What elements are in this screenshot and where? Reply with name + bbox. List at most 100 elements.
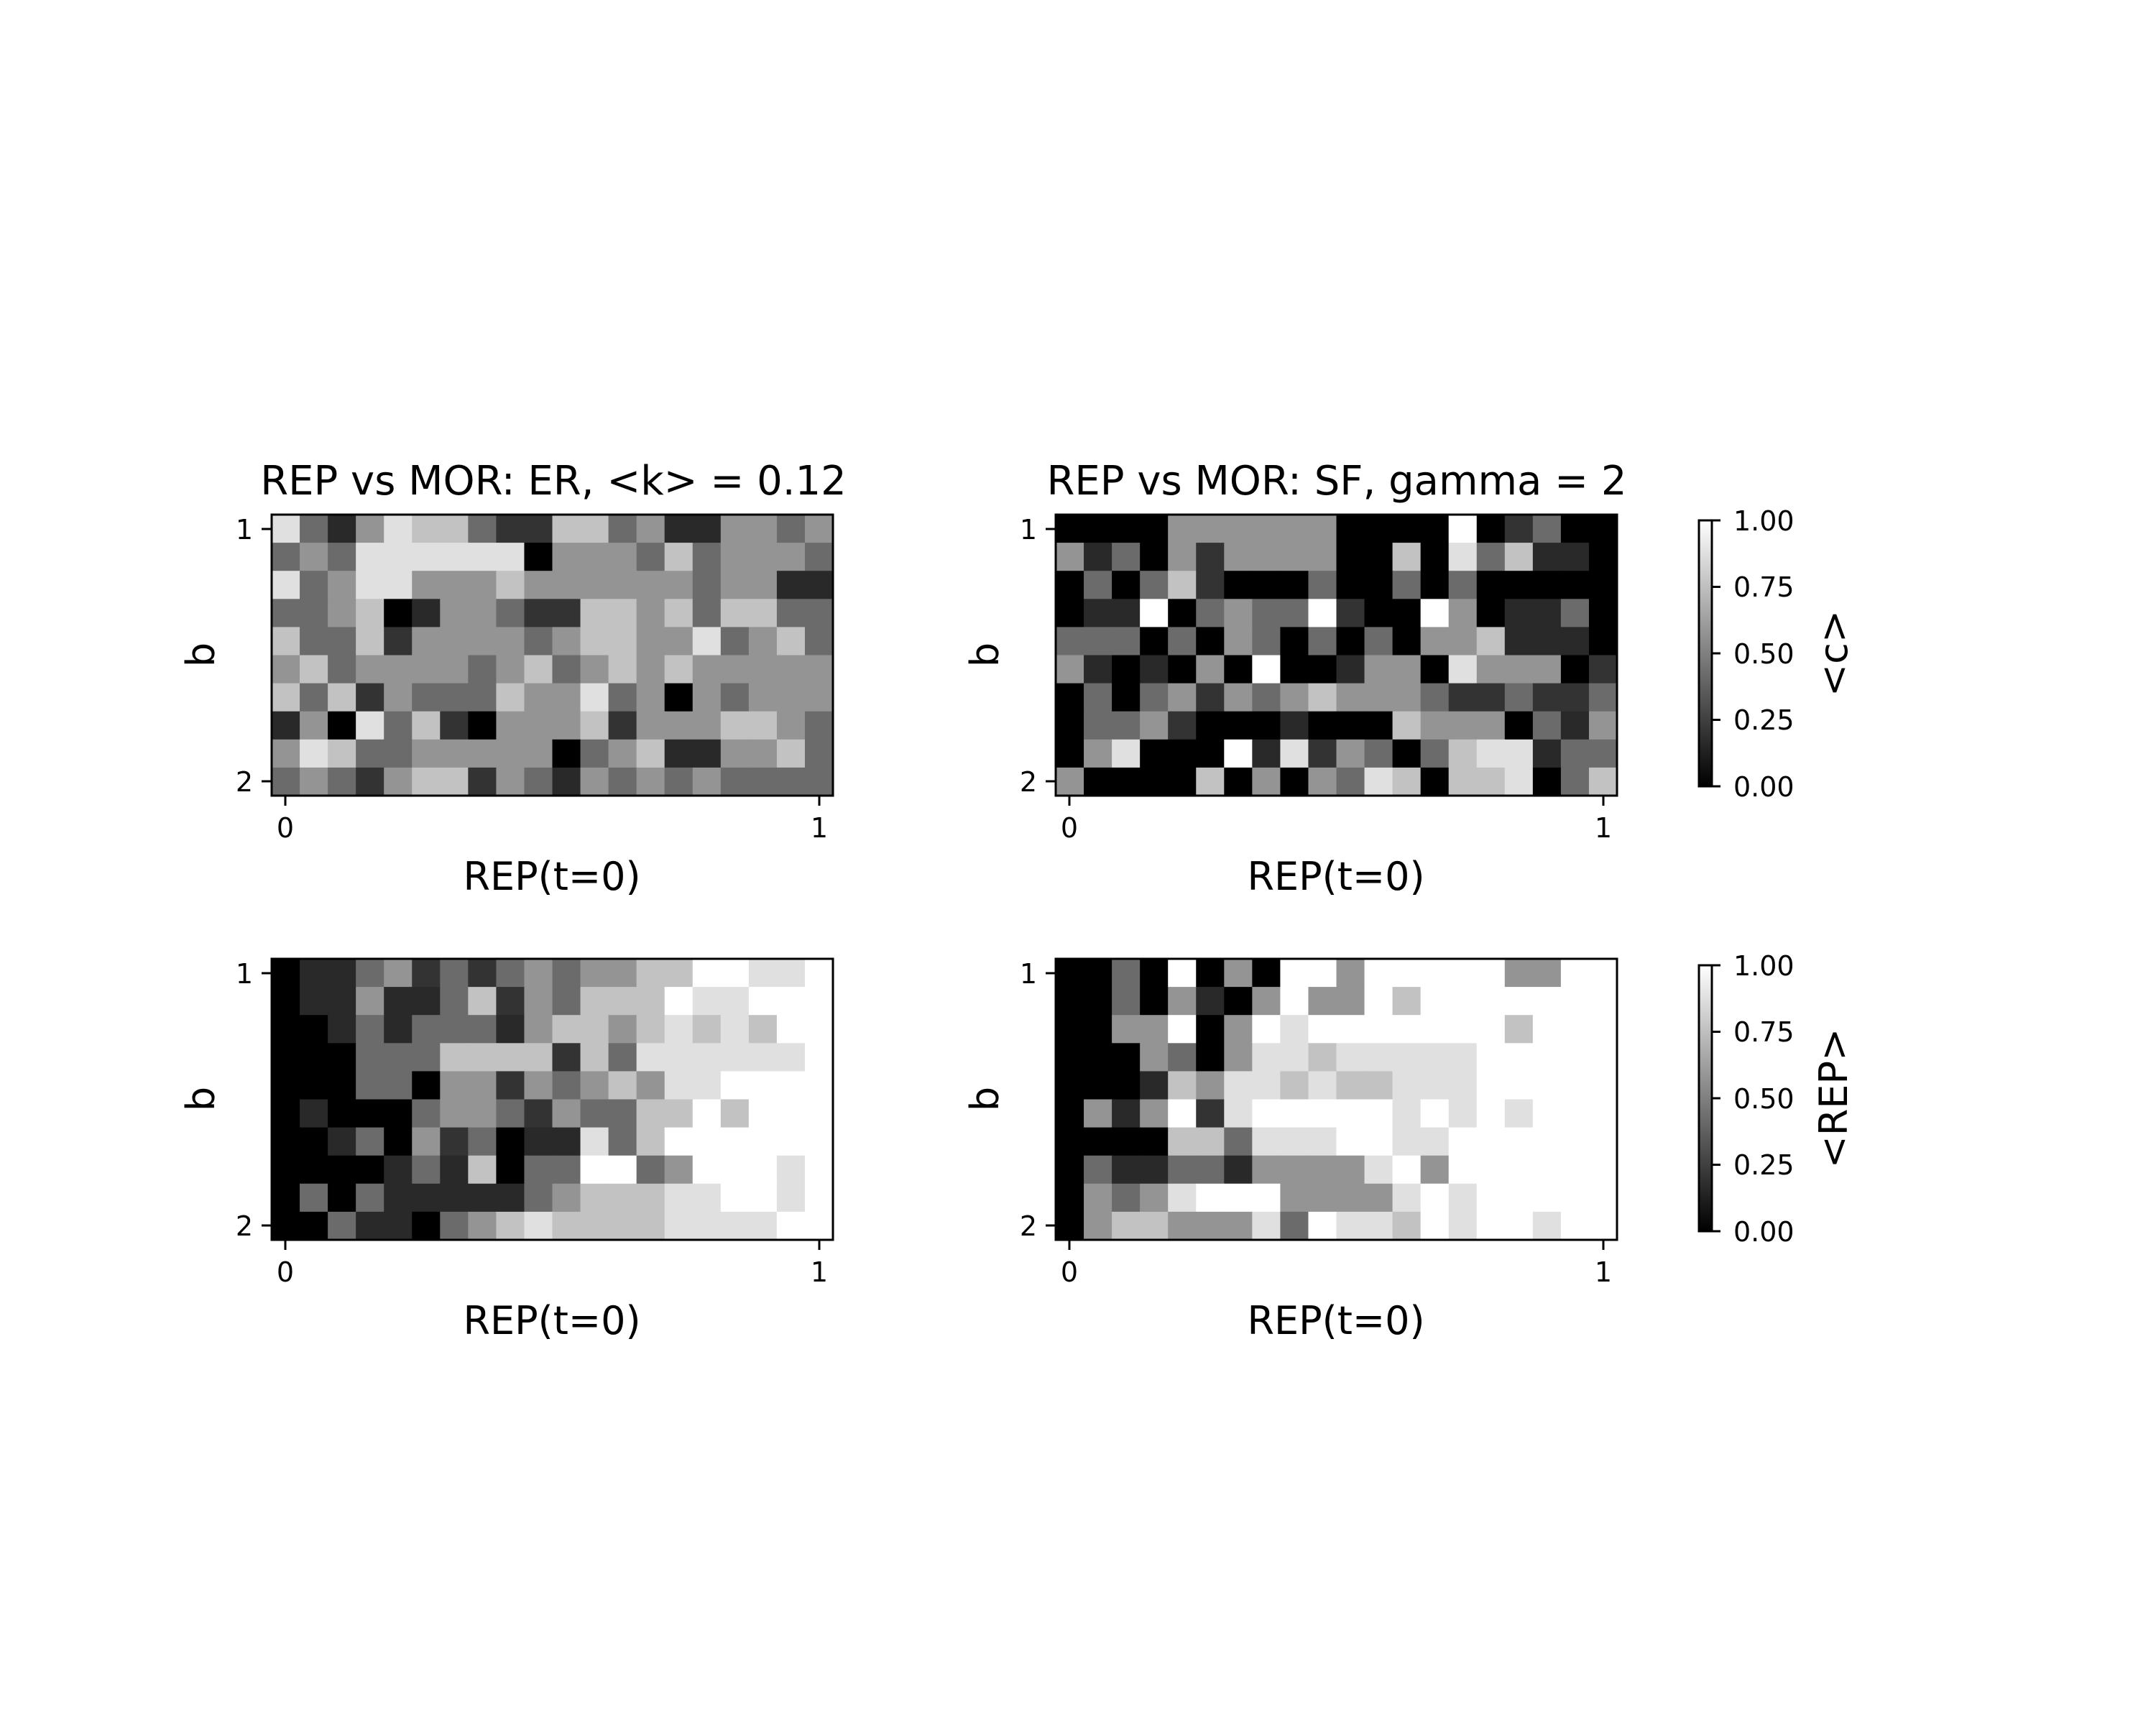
heatmap-cell: [412, 711, 441, 740]
heatmap-cell: [636, 959, 665, 988]
heatmap-cell: [440, 987, 469, 1016]
heatmap-cell: [552, 1015, 581, 1044]
heatmap-cell: [1476, 543, 1506, 571]
heatmap-cell: [1168, 1015, 1197, 1044]
heatmap-cell: [580, 1127, 609, 1156]
heatmap-cell: [720, 1211, 750, 1241]
heatmap-cell: [1392, 599, 1422, 627]
heatmap-cell: [1588, 1071, 1618, 1100]
heatmap-cell: [748, 571, 778, 599]
heatmap-cell: [608, 1183, 637, 1213]
heatmap-cell: [720, 959, 750, 988]
heatmap-cell: [524, 599, 553, 627]
heatmap-cell: [776, 1127, 806, 1156]
heatmap-cell: [1364, 683, 1393, 712]
heatmap-cell: [1280, 683, 1309, 712]
heatmap-cell: [1056, 627, 1084, 656]
heatmap-cell: [1336, 655, 1365, 684]
heatmap-cell: [272, 1127, 300, 1156]
heatmap-cell: [1560, 1015, 1590, 1044]
heatmap-cell: [1392, 1043, 1422, 1072]
heatmap-cell: [1280, 1155, 1309, 1184]
heatmap-cell: [776, 515, 806, 543]
heatmap-cell: [300, 571, 328, 599]
heatmap-cell: [300, 1015, 328, 1044]
colorbar-rep: 0.00 0.25 0.50 0.75 1.00 <REP>: [1697, 950, 1856, 1248]
heatmap-cell: [692, 1211, 722, 1241]
heatmap-panel-er: REP vs MOR: ER, <k> = 0.12 0 1 1 2 REP(t…: [178, 458, 847, 899]
colorbar-c: 0.00 0.25 0.50 0.75 1.00 <c>: [1697, 505, 1856, 803]
heatmap-cell: [412, 1099, 441, 1128]
heatmap-cell: [384, 543, 413, 571]
heatmap-cell: [1392, 1211, 1422, 1241]
heatmap-cell: [1084, 1127, 1112, 1156]
heatmap-cell: [1448, 543, 1478, 571]
heatmap-cells: [1056, 959, 1618, 1241]
heatmap-cell: [664, 959, 694, 988]
heatmap-cell: [1420, 1183, 1450, 1213]
heatmap-cell: [692, 767, 722, 796]
heatmap-cell: [748, 711, 778, 740]
heatmap-cell: [1056, 1071, 1084, 1100]
heatmap-cell: [1252, 1183, 1281, 1213]
colorbar-tick-label: 0.50: [1733, 638, 1795, 670]
heatmap-cell: [468, 543, 497, 571]
heatmap-cell: [1476, 683, 1506, 712]
heatmap-cell: [328, 683, 356, 712]
heatmap-cell: [1448, 683, 1478, 712]
heatmap-cell: [552, 767, 581, 796]
heatmap-cell: [1392, 571, 1422, 599]
heatmap-cell: [300, 739, 328, 768]
heatmap-cell: [1168, 711, 1197, 740]
heatmap-cell: [524, 739, 553, 768]
heatmap-cell: [720, 1043, 750, 1072]
x-tick-label: 0: [1061, 812, 1078, 844]
heatmap-cell: [1364, 543, 1393, 571]
heatmap-cell: [804, 1211, 834, 1241]
heatmap-cell: [692, 1071, 722, 1100]
heatmap-cell: [496, 683, 525, 712]
heatmap-cell: [1364, 1015, 1393, 1044]
heatmap-cell: [1392, 627, 1422, 656]
heatmap-cell: [1168, 1043, 1197, 1072]
heatmap-cell: [300, 959, 328, 988]
heatmap-cell: [608, 627, 637, 656]
heatmap-cell: [1560, 1099, 1590, 1128]
heatmap-cell: [1532, 1211, 1562, 1241]
heatmap-cell: [1308, 655, 1337, 684]
heatmap-cell: [1140, 1071, 1169, 1100]
heatmap-cell: [384, 1015, 413, 1044]
heatmap-cell: [1532, 1127, 1562, 1156]
heatmap-cell: [1392, 515, 1422, 543]
heatmap-cell: [1588, 1183, 1618, 1213]
heatmap-cell: [552, 571, 581, 599]
heatmap-cell: [1560, 711, 1590, 740]
heatmap-cell: [636, 1183, 665, 1213]
heatmap-cell: [1308, 1183, 1337, 1213]
heatmap-cell: [496, 1099, 525, 1128]
heatmap-cell: [468, 739, 497, 768]
heatmap-cell: [720, 1015, 750, 1044]
heatmap-cell: [1252, 1211, 1281, 1241]
heatmap-cell: [1224, 1127, 1253, 1156]
heatmap-cell: [1280, 1211, 1309, 1241]
heatmap-cell: [1336, 1183, 1365, 1213]
heatmap-cell: [1560, 627, 1590, 656]
heatmap-cell: [1588, 1211, 1618, 1241]
heatmap-cell: [552, 1155, 581, 1184]
heatmap-cell: [1196, 1015, 1225, 1044]
heatmap-cell: [1504, 1211, 1534, 1241]
heatmap-cell: [1224, 1015, 1253, 1044]
heatmap-cell: [580, 683, 609, 712]
heatmap-cell: [1168, 543, 1197, 571]
plot-frame: [270, 513, 834, 797]
heatmap-cell: [496, 543, 525, 571]
heatmap-cell: [664, 599, 694, 627]
heatmap-cell: [1364, 1127, 1393, 1156]
heatmap-cell: [356, 515, 384, 543]
heatmap-cell: [440, 1127, 469, 1156]
heatmap-cell: [552, 987, 581, 1016]
heatmap-cell: [748, 1211, 778, 1241]
heatmap-cell: [804, 1127, 834, 1156]
heatmap-cell: [1280, 1099, 1309, 1128]
